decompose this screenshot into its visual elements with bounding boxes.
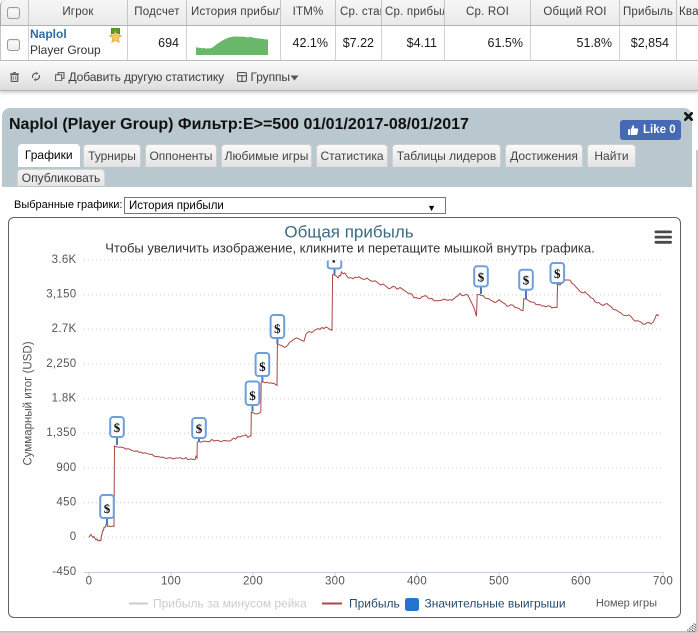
svg-text:1.8K: 1.8K xyxy=(52,393,77,405)
svg-text:600: 600 xyxy=(571,576,591,588)
svg-text:Номер игры: Номер игры xyxy=(596,598,657,610)
svg-text:$: $ xyxy=(274,321,281,336)
svg-text:$: $ xyxy=(523,273,530,288)
svg-text:$: $ xyxy=(114,420,121,435)
svg-text:500: 500 xyxy=(489,576,509,588)
svg-text:$: $ xyxy=(196,421,203,436)
svg-text:0: 0 xyxy=(70,531,77,543)
svg-text:Прибыль за минусом рейка: Прибыль за минусом рейка xyxy=(153,597,307,611)
svg-text:300: 300 xyxy=(325,576,345,588)
svg-text:700: 700 xyxy=(653,576,673,588)
svg-text:0: 0 xyxy=(86,576,93,588)
svg-text:$: $ xyxy=(259,359,266,374)
svg-text:$: $ xyxy=(249,388,256,403)
svg-text:Суммарный итог (USD): Суммарный итог (USD) xyxy=(23,341,35,465)
svg-text:Прибыль: Прибыль xyxy=(349,597,400,611)
svg-text:$: $ xyxy=(104,501,111,516)
svg-text:100: 100 xyxy=(161,576,181,588)
svg-text:$: $ xyxy=(478,270,485,285)
svg-text:900: 900 xyxy=(56,462,76,474)
svg-text:450: 450 xyxy=(56,496,76,508)
svg-text:1,350: 1,350 xyxy=(46,427,76,439)
svg-text:$: $ xyxy=(554,266,561,281)
svg-text:Общая прибыль: Общая прибыль xyxy=(284,223,413,242)
svg-text:3.6K: 3.6K xyxy=(52,254,77,266)
svg-text:Чтобы увеличить изображение, к: Чтобы увеличить изображение, кликните и … xyxy=(105,241,594,256)
svg-text:400: 400 xyxy=(407,576,427,588)
svg-text:2,250: 2,250 xyxy=(46,358,76,370)
svg-text:Значительные выигрыши: Значительные выигрыши xyxy=(425,597,566,611)
svg-text:3,150: 3,150 xyxy=(46,289,76,301)
svg-text:-450: -450 xyxy=(52,566,76,578)
svg-text:200: 200 xyxy=(243,576,263,588)
svg-text:2.7K: 2.7K xyxy=(52,323,77,335)
